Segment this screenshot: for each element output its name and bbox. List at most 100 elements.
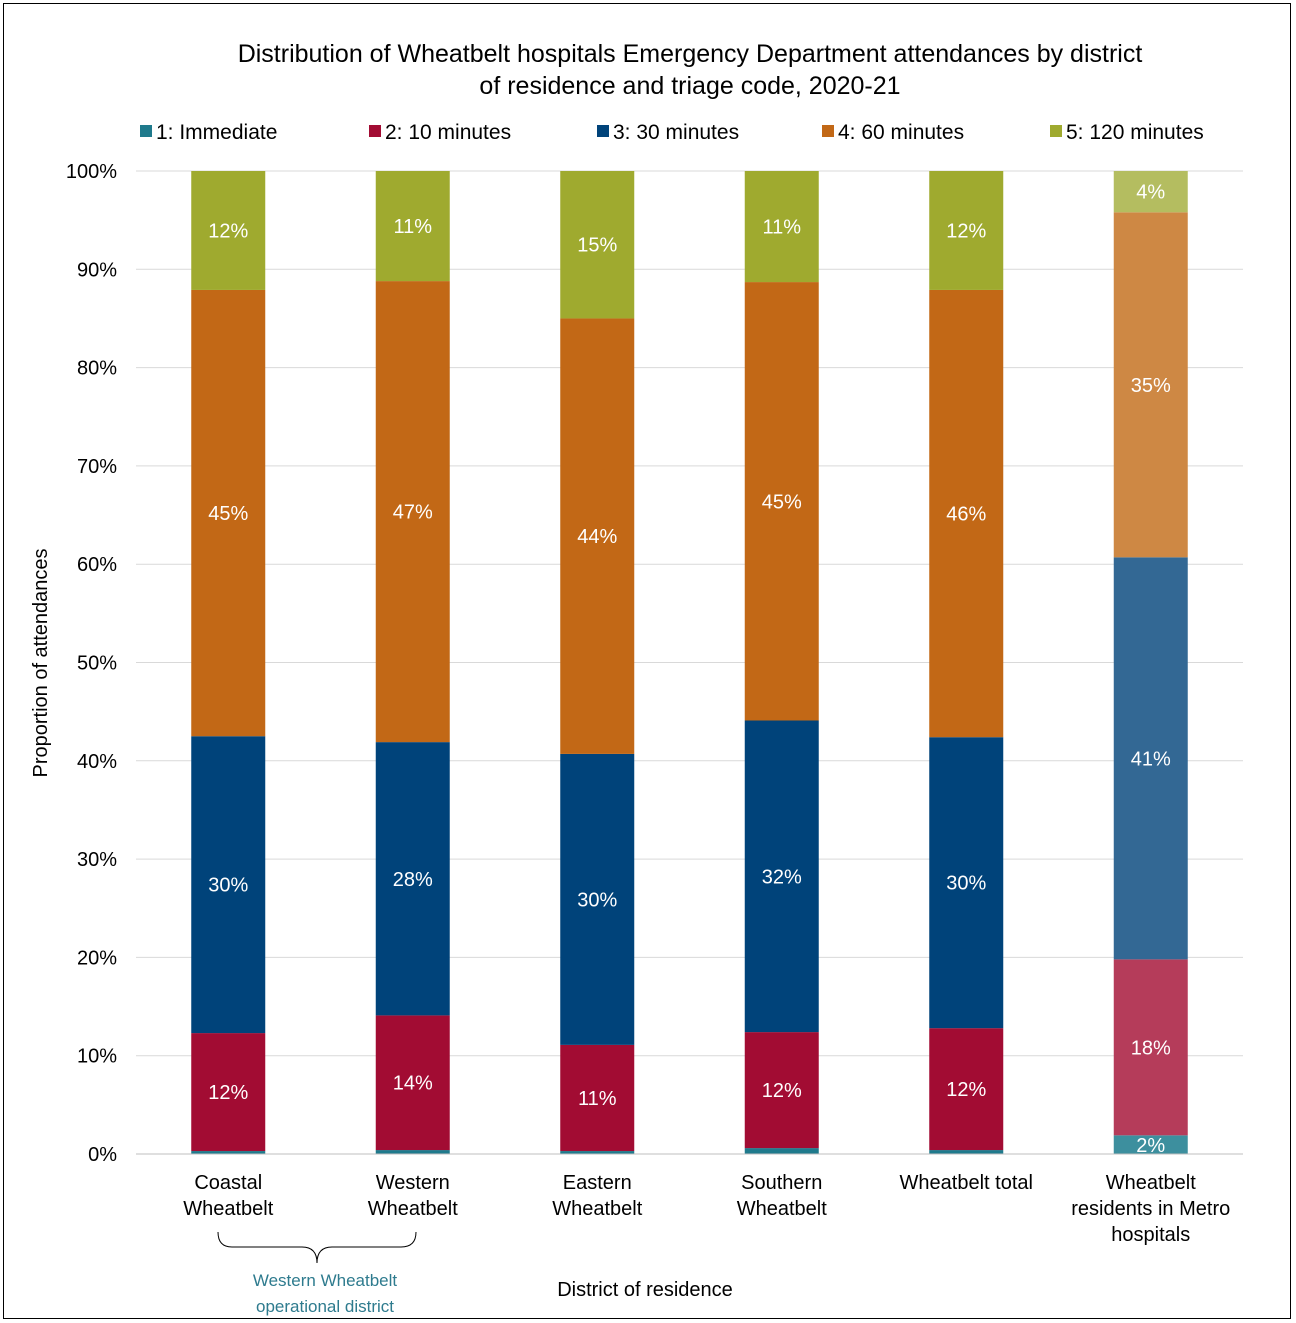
annotation-line-2: operational district: [256, 1297, 394, 1316]
legend-swatch-2-10-minutes: [369, 125, 381, 137]
axes: 0% 10% 20% 30% 40% 50% 60% 70% 80% 90% 100% Coastal…: [66, 161, 1243, 1246]
data-label: 11%: [762, 217, 801, 239]
legend-label-2-10-minutes: 2: 10 minutes: [385, 121, 511, 144]
data-label: 32%: [762, 866, 802, 888]
legend: 1: Immediate 2: 10 minutes 3: 30 minutes 4:…: [140, 121, 1204, 144]
bar-segment-2-10-minutes: [560, 1044, 635, 1152]
bar-segment-3-30-minutes: [560, 753, 635, 1045]
x-category-label: Southern: [741, 1172, 822, 1194]
data-label: 30%: [577, 889, 617, 911]
data-label: 4%: [1136, 182, 1165, 204]
bar-segment-2-10-minutes: [375, 1015, 450, 1151]
legend-label-3-30-minutes: 3: 30 minutes: [613, 121, 739, 144]
gridlines: [136, 170, 1243, 1155]
chart-title-line-2: of residence and triage code, 2020-21: [479, 72, 900, 100]
data-label: 41%: [1131, 748, 1171, 770]
bar-segment-1-immediate: [929, 1150, 1004, 1154]
bar-segment-3-30-minutes: [191, 736, 266, 1034]
y-tick-label: 20%: [77, 947, 117, 969]
bar-segment-1-immediate: [1113, 1135, 1188, 1154]
bar-segment-2-10-minutes: [191, 1033, 266, 1152]
data-label: 30%: [946, 873, 986, 895]
bars: 12% 30% 45% 12% 14% 28% 47% 11% 11% 30% 44% 15% 12% 3…: [191, 171, 1188, 1157]
legend-swatch-4-60-minutes: [822, 125, 834, 137]
bar-segment-4-60-minutes: [929, 289, 1004, 738]
x-category-label: hospitals: [1111, 1224, 1190, 1246]
y-axis-label: Proportion of attendances: [30, 548, 52, 777]
chart-frame: [3, 3, 1291, 1319]
data-label: 11%: [578, 1088, 617, 1110]
y-tick-label: 10%: [77, 1046, 117, 1068]
data-label: 2%: [1136, 1135, 1165, 1157]
data-label: 11%: [393, 216, 432, 238]
bar-segment-3-30-minutes: [744, 720, 819, 1033]
data-label: 18%: [1131, 1037, 1171, 1059]
x-category-label: Wheatbelt: [183, 1198, 273, 1220]
data-label: 12%: [762, 1080, 802, 1102]
bar-segment-5-120-minutes: [744, 171, 819, 283]
data-label: 45%: [208, 503, 248, 525]
annotation-line-1: Western Wheatbelt: [253, 1271, 398, 1290]
x-category-label: Wheatbelt: [737, 1198, 827, 1220]
legend-label-1-immediate: 1: Immediate: [156, 121, 277, 144]
legend-label-5-120-minutes: 5: 120 minutes: [1066, 121, 1204, 144]
data-label: 15%: [577, 235, 617, 257]
bar-segment-3-30-minutes: [375, 742, 450, 1016]
bar-segment-4-60-minutes: [1113, 212, 1188, 558]
x-category-label: Western: [376, 1172, 450, 1194]
x-category-label: Wheatbelt: [552, 1198, 642, 1220]
legend-label-4-60-minutes: 4: 60 minutes: [838, 121, 964, 144]
x-category-label: residents in Metro: [1071, 1198, 1230, 1220]
bar-segment-5-120-minutes: [560, 171, 635, 319]
bar-segment-5-120-minutes: [375, 171, 450, 282]
data-label: 14%: [393, 1073, 433, 1095]
bar-segment-1-immediate: [560, 1151, 635, 1154]
bar-segment-4-60-minutes: [744, 282, 819, 721]
x-category-label: Wheatbelt: [1106, 1172, 1196, 1194]
data-label: 35%: [1131, 375, 1171, 397]
y-tick-label: 30%: [77, 849, 117, 871]
bar-segment-5-120-minutes: [1113, 171, 1188, 213]
data-label: 46%: [946, 504, 986, 526]
bar-segment-1-immediate: [375, 1150, 450, 1154]
data-label: 12%: [208, 220, 248, 242]
bar-segment-2-10-minutes: [929, 1028, 1004, 1151]
y-tick-label: 50%: [77, 653, 117, 675]
bar-segment-4-60-minutes: [191, 289, 266, 737]
x-category-label: Coastal: [194, 1172, 262, 1194]
bar-segment-5-120-minutes: [191, 171, 266, 290]
x-category-label: Eastern: [563, 1172, 632, 1194]
data-label: 12%: [946, 220, 986, 242]
data-label: 12%: [946, 1079, 986, 1101]
y-tick-label: 90%: [77, 259, 117, 281]
bar-segment-1-immediate: [191, 1151, 266, 1154]
bar-segment-4-60-minutes: [560, 318, 635, 754]
x-axis-label: District of residence: [557, 1279, 733, 1301]
annotation-brace: [217, 1231, 417, 1264]
y-tick-label: 70%: [77, 456, 117, 478]
bar-segment-1-immediate: [744, 1148, 819, 1154]
y-tick-label: 100%: [66, 161, 117, 183]
y-tick-label: 80%: [77, 358, 117, 380]
data-label: 45%: [762, 491, 802, 513]
data-label: 12%: [208, 1082, 248, 1104]
chart-title-line-1: Distribution of Wheatbelt hospitals Emer…: [238, 40, 1143, 68]
bar-segment-5-120-minutes: [929, 171, 1004, 290]
bar-segment-4-60-minutes: [375, 281, 450, 743]
bar-segment-3-30-minutes: [1113, 557, 1188, 960]
y-tick-label: 40%: [77, 751, 117, 773]
data-label: 28%: [393, 869, 433, 891]
legend-swatch-1-immediate: [140, 125, 152, 137]
bar-segment-3-30-minutes: [929, 737, 1004, 1029]
data-label: 44%: [577, 526, 617, 548]
legend-swatch-3-30-minutes: [597, 125, 609, 137]
bar-segment-2-10-minutes: [1113, 959, 1188, 1136]
data-label: 47%: [393, 502, 433, 524]
legend-swatch-5-120-minutes: [1050, 125, 1062, 137]
data-label: 30%: [208, 875, 248, 897]
x-category-label: Wheatbelt total: [900, 1172, 1033, 1194]
y-tick-label: 60%: [77, 554, 117, 576]
bar-segment-2-10-minutes: [744, 1032, 819, 1149]
x-category-label: Wheatbelt: [368, 1198, 458, 1220]
